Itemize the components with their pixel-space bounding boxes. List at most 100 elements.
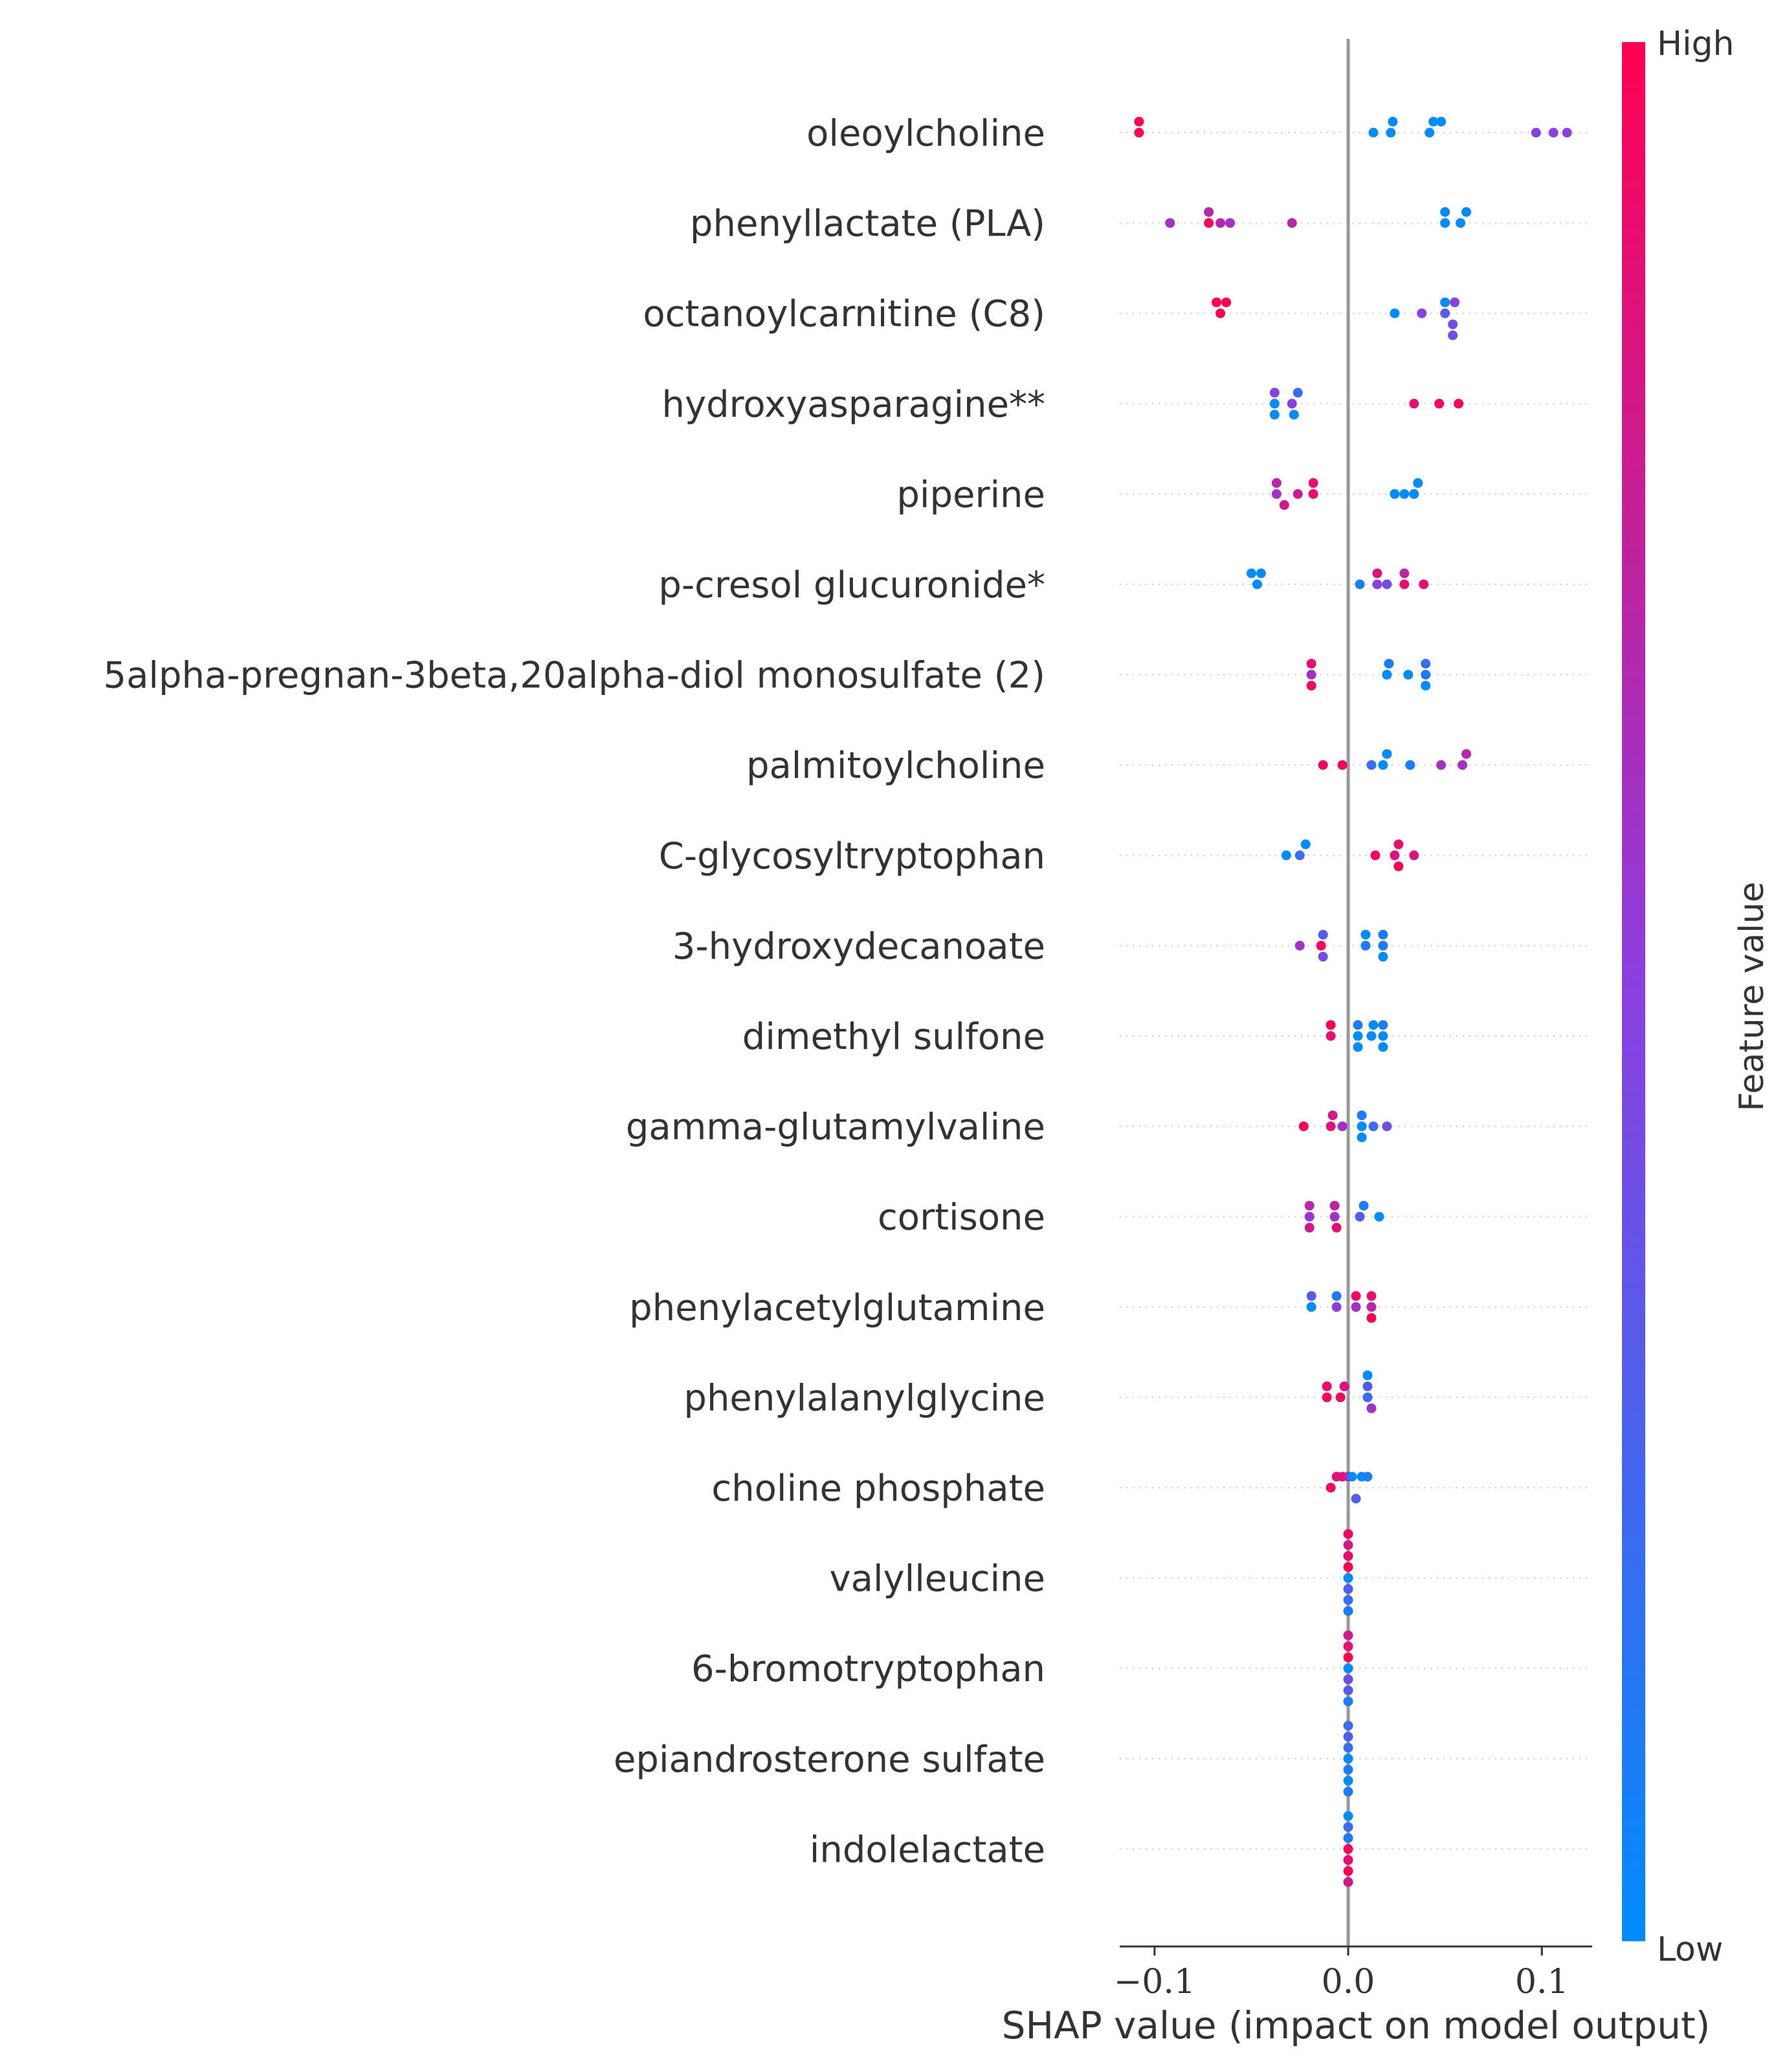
data-point xyxy=(1421,659,1431,669)
data-point xyxy=(1399,489,1410,499)
data-point xyxy=(1366,1291,1377,1301)
feature-label: 6-bromotryptophan xyxy=(691,1648,1045,1690)
data-point xyxy=(1450,297,1460,307)
data-point xyxy=(1322,1381,1332,1391)
data-point xyxy=(1329,1200,1340,1211)
data-point xyxy=(1343,1855,1353,1865)
feature-labels: oleoylcholine phenyllactate (PLA) octanoyl… xyxy=(104,113,1045,1871)
data-point xyxy=(1362,1370,1373,1380)
data-point xyxy=(1382,670,1392,680)
data-point xyxy=(1368,127,1379,138)
data-point xyxy=(1436,116,1447,127)
feature-label: hydroxyasparagine** xyxy=(661,384,1045,426)
data-point xyxy=(1306,659,1316,669)
data-point xyxy=(1308,489,1318,499)
data-point xyxy=(1343,1685,1353,1695)
feature-label: 3-hydroxydecanoate xyxy=(672,925,1045,967)
data-point xyxy=(1378,1031,1388,1041)
data-point xyxy=(1326,1121,1336,1132)
x-tick-label: 0.0 xyxy=(1322,1963,1375,2001)
data-point xyxy=(1306,670,1316,680)
data-point xyxy=(1304,1222,1315,1233)
data-point xyxy=(1428,116,1439,127)
data-point xyxy=(1329,1211,1340,1222)
data-point xyxy=(1355,1211,1365,1222)
data-point xyxy=(1405,760,1415,770)
data-point xyxy=(1355,579,1365,590)
data-point xyxy=(1343,1529,1353,1539)
data-point xyxy=(1304,1211,1315,1222)
data-point xyxy=(1343,1866,1353,1876)
data-point xyxy=(1413,478,1423,488)
data-point xyxy=(1454,399,1464,409)
data-point xyxy=(1322,1392,1332,1402)
data-point xyxy=(1306,681,1316,691)
data-point xyxy=(1318,929,1328,940)
data-point xyxy=(1204,207,1214,217)
data-point xyxy=(1382,749,1392,759)
data-point xyxy=(1287,218,1297,228)
data-point xyxy=(1306,1291,1316,1301)
data-point xyxy=(1298,1121,1309,1132)
feature-label: phenylacetylglutamine xyxy=(629,1287,1045,1329)
data-point xyxy=(1343,1630,1353,1640)
data-point xyxy=(1343,1844,1353,1854)
data-point xyxy=(1388,116,1398,127)
feature-label: gamma-glutamylvaline xyxy=(626,1107,1045,1149)
data-point xyxy=(1384,659,1394,669)
data-point xyxy=(1409,850,1419,861)
data-point xyxy=(1331,1302,1342,1312)
data-point xyxy=(1331,1291,1342,1301)
data-point xyxy=(1337,760,1348,770)
x-tick-label: −0.1 xyxy=(1114,1963,1195,2001)
data-point xyxy=(1343,1721,1353,1731)
data-point xyxy=(1335,1392,1346,1402)
data-point xyxy=(1461,749,1472,759)
feature-label: cortisone xyxy=(878,1196,1045,1239)
data-point xyxy=(1378,951,1388,962)
data-point xyxy=(1353,1031,1363,1041)
data-point xyxy=(1436,760,1447,770)
data-point xyxy=(1425,127,1435,138)
data-point xyxy=(1343,1765,1353,1775)
feature-label: indolelactate xyxy=(810,1829,1045,1871)
data-point xyxy=(1331,1222,1342,1233)
data-point xyxy=(1306,1302,1316,1312)
data-point xyxy=(1366,1403,1377,1413)
x-axis-ticks: −0.1 0.0 0.1 xyxy=(1114,1946,1569,2001)
row-guides xyxy=(1120,132,1592,1850)
feature-label: piperine xyxy=(896,474,1045,516)
data-point xyxy=(1318,951,1328,962)
data-point xyxy=(1279,500,1289,510)
data-point xyxy=(1339,1381,1349,1391)
data-point xyxy=(1343,1551,1353,1561)
data-point xyxy=(1360,929,1371,940)
data-point xyxy=(1372,579,1382,590)
data-point xyxy=(1390,308,1400,318)
data-point xyxy=(1399,579,1410,590)
data-point xyxy=(1353,1042,1363,1052)
data-point xyxy=(1337,1121,1348,1132)
colorbar-low-label: Low xyxy=(1657,1930,1723,1969)
data-point xyxy=(1390,850,1400,861)
data-point xyxy=(1343,1743,1353,1753)
data-point xyxy=(1434,399,1445,409)
data-point xyxy=(1378,1042,1388,1052)
data-point xyxy=(1343,1573,1353,1583)
x-axis-label: SHAP value (impact on model output) xyxy=(1002,2003,1711,2047)
data-point xyxy=(1212,297,1222,307)
data-point xyxy=(1308,478,1318,488)
data-point xyxy=(1370,850,1381,861)
data-point xyxy=(1343,1562,1353,1572)
data-point xyxy=(1366,760,1377,770)
data-point xyxy=(1448,330,1458,340)
feature-label: valylleucine xyxy=(829,1558,1045,1600)
colorbar xyxy=(1622,42,1645,1941)
data-point xyxy=(1326,1031,1336,1041)
data-point xyxy=(1382,1121,1392,1132)
data-point xyxy=(1531,127,1541,138)
data-point xyxy=(1252,579,1262,590)
data-point xyxy=(1378,1020,1388,1030)
data-point xyxy=(1362,1381,1373,1391)
